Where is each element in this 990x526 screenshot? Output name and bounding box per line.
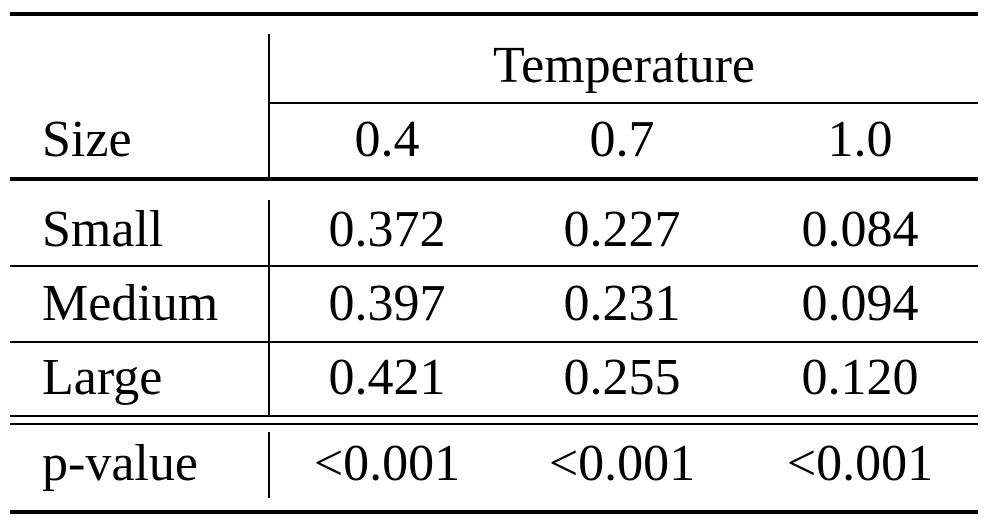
bottom-rule (10, 510, 978, 514)
row-header-size: Size (42, 111, 132, 168)
group-header-temperature: Temperature (493, 37, 755, 94)
column-header-0.7: 0.7 (589, 111, 655, 168)
table-cell: <0.001 (548, 435, 696, 492)
table-cell: 0.094 (801, 275, 919, 332)
group-header-rule (268, 102, 978, 104)
header-bottom-rule (10, 177, 978, 181)
table-cell: 0.227 (563, 201, 681, 258)
column-header-1.0: 1.0 (827, 111, 893, 168)
body-vertical-rule (268, 200, 270, 415)
row-rule-2 (10, 341, 978, 343)
table-cell: <0.001 (313, 435, 461, 492)
table-cell: 0.120 (801, 349, 919, 406)
table-cell: 0.231 (563, 275, 681, 332)
pvalue-double-rule-bottom (10, 423, 978, 425)
row-rule-1 (10, 265, 978, 267)
table-cell: 0.255 (563, 349, 681, 406)
table-cell: 0.421 (328, 349, 446, 406)
row-label-small: Small (42, 201, 164, 258)
table-cell: 0.397 (328, 275, 446, 332)
top-rule (10, 12, 978, 16)
row-label-medium: Medium (42, 275, 219, 332)
row-label-large: Large (42, 349, 163, 406)
row-label-pvalue: p-value (42, 435, 198, 492)
pvalue-double-rule-top (10, 415, 978, 417)
header-vertical-rule (268, 34, 270, 177)
table-cell: <0.001 (786, 435, 934, 492)
column-header-0.4: 0.4 (354, 111, 420, 168)
table-cell: 0.084 (801, 201, 919, 258)
table-cell: 0.372 (328, 201, 446, 258)
pvalue-vertical-rule (268, 432, 270, 498)
